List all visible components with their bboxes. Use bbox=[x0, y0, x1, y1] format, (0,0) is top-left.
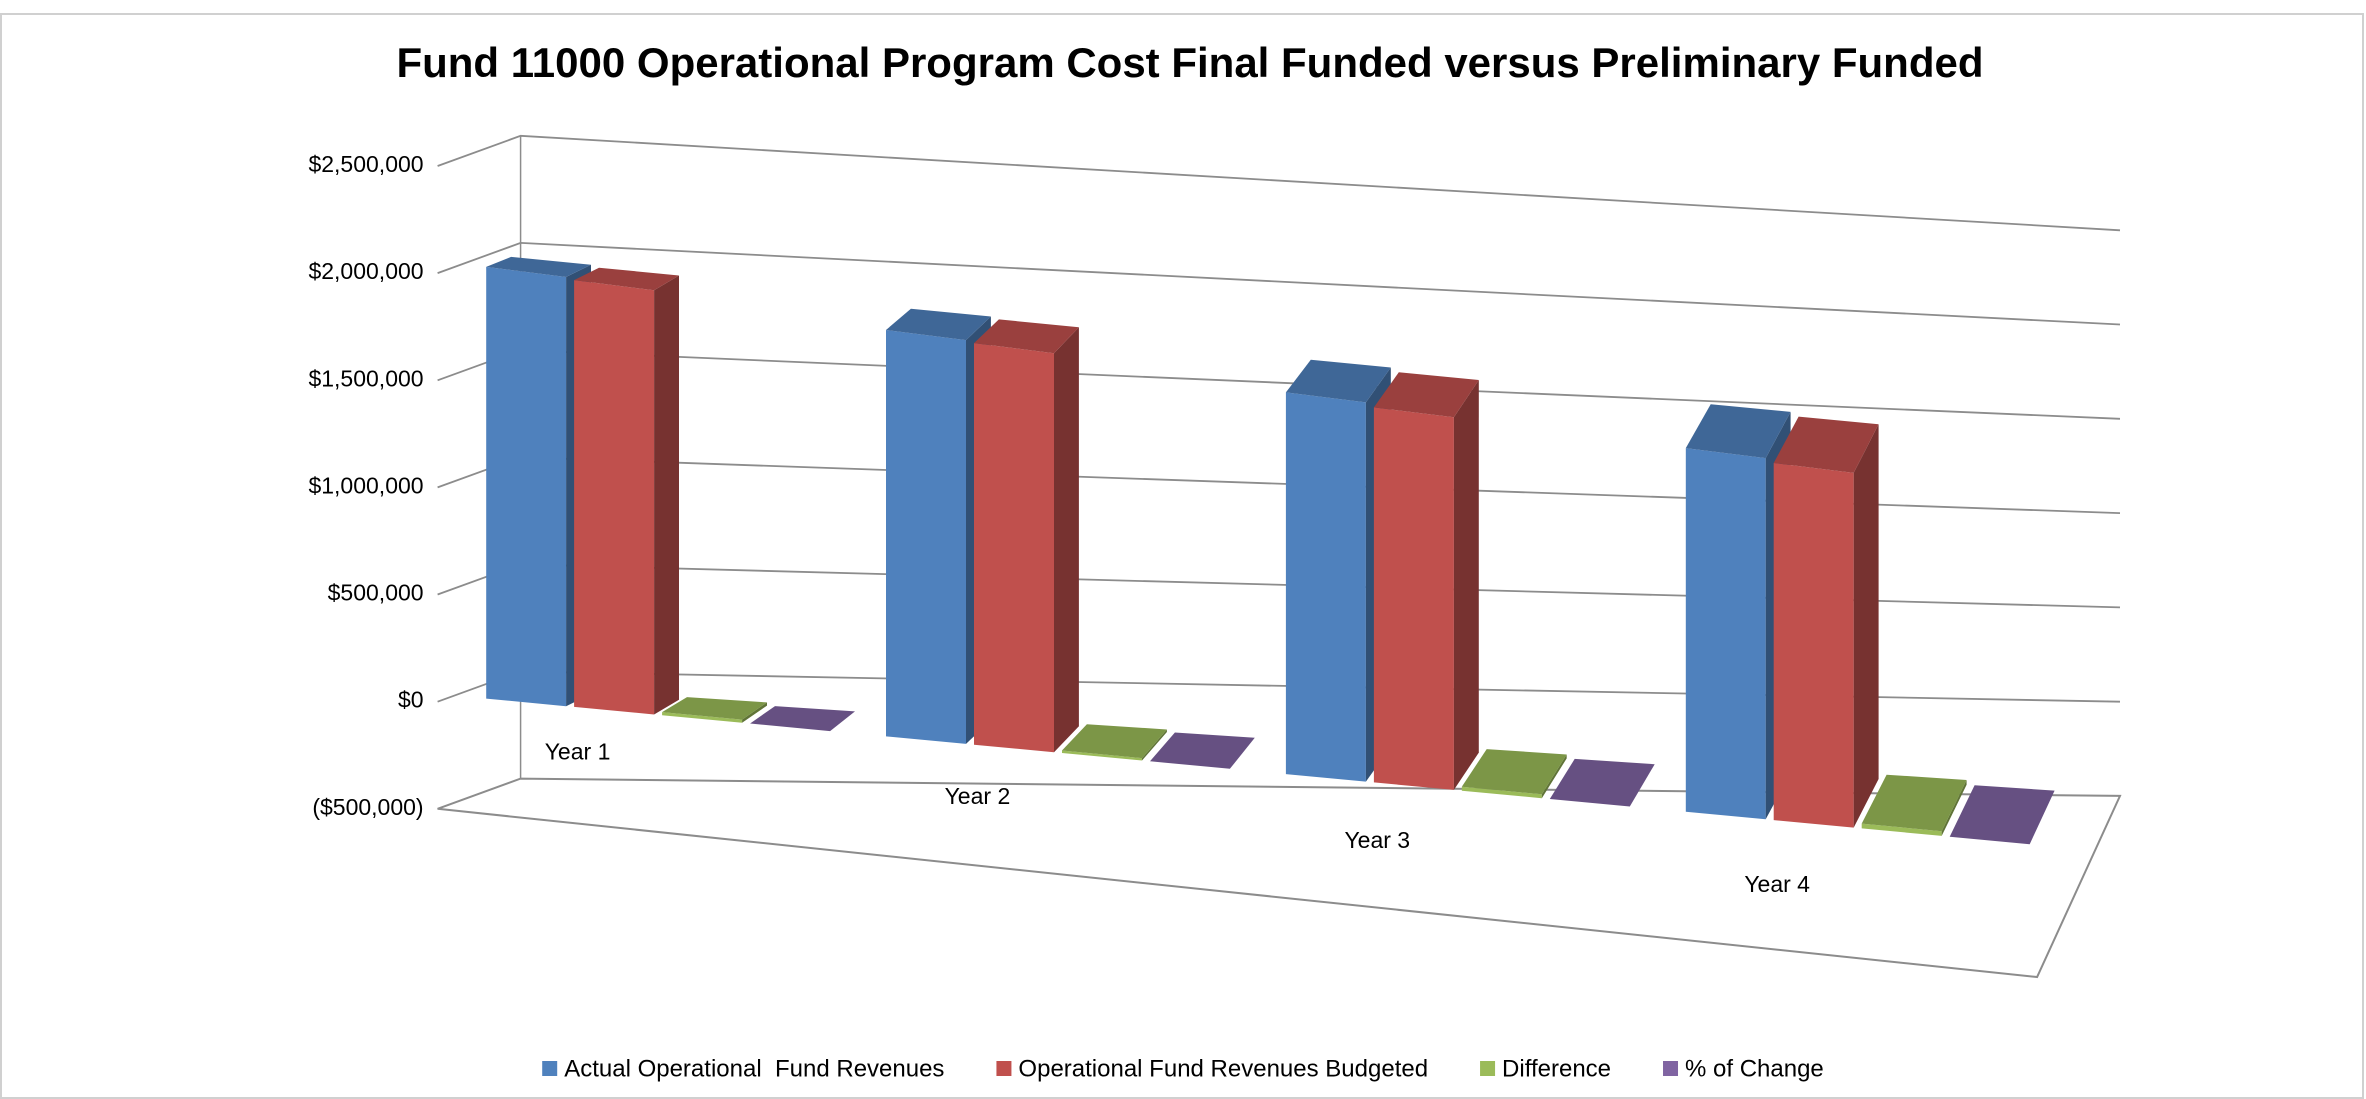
bar-front bbox=[1861, 823, 1942, 836]
y-tick-label: ($500,000) bbox=[312, 794, 423, 820]
bar-top bbox=[1773, 416, 1879, 473]
legend-label: Operational Fund Revenues Budgeted bbox=[1018, 1055, 1428, 1082]
chart-border bbox=[0, 13, 2364, 1099]
bar-top bbox=[662, 697, 767, 720]
bar-front bbox=[1062, 750, 1142, 761]
bar-front bbox=[974, 343, 1054, 753]
y-tick-label: $0 bbox=[398, 687, 424, 713]
legend-label: Difference bbox=[1502, 1055, 1611, 1082]
bar-front bbox=[1461, 786, 1542, 799]
bar bbox=[1949, 785, 2055, 845]
bar bbox=[1373, 372, 1479, 790]
x-tick-label: Year 4 bbox=[1744, 871, 1810, 897]
bar bbox=[750, 706, 855, 732]
bar-top bbox=[1549, 758, 1655, 807]
grid-line bbox=[437, 134, 2121, 232]
bar-top bbox=[1373, 372, 1479, 418]
bar bbox=[574, 267, 679, 715]
bar-front bbox=[1285, 392, 1366, 782]
y-tick-label: $1,500,000 bbox=[308, 365, 423, 391]
legend-swatch bbox=[996, 1061, 1012, 1076]
bar-side bbox=[742, 702, 767, 723]
bar-top bbox=[1150, 732, 1255, 769]
x-tick-label: Year 3 bbox=[1344, 827, 1410, 853]
bar bbox=[1861, 774, 1967, 836]
legend-label: % of Change bbox=[1685, 1055, 1824, 1082]
bar bbox=[1773, 416, 1879, 828]
legend-swatch bbox=[1663, 1061, 1679, 1076]
bar-side bbox=[1054, 327, 1079, 753]
bar-top bbox=[574, 267, 679, 291]
bar-top bbox=[974, 319, 1079, 354]
bar-front bbox=[1773, 463, 1854, 828]
bar-front bbox=[1685, 448, 1766, 820]
bar bbox=[1062, 724, 1167, 761]
bar-front bbox=[486, 266, 567, 707]
bar-front bbox=[574, 280, 655, 715]
bar-top bbox=[1949, 785, 2055, 845]
chart-title: Fund 11000 Operational Program Cost Fina… bbox=[396, 39, 1983, 86]
y-tick-label: $2,500,000 bbox=[308, 151, 423, 177]
legend-label: Actual Operational Fund Revenues bbox=[564, 1055, 944, 1082]
bar-side bbox=[1941, 780, 1967, 836]
bar-top bbox=[1461, 749, 1567, 795]
bar-side bbox=[1453, 380, 1479, 790]
bar bbox=[1549, 758, 1655, 807]
grid-line bbox=[437, 241, 2121, 326]
bar-side bbox=[1853, 424, 1879, 828]
x-tick-label: Year 1 bbox=[545, 739, 611, 765]
bar-top bbox=[486, 256, 591, 277]
bar-top bbox=[1685, 404, 1791, 459]
bar-top bbox=[750, 706, 855, 732]
bar-top bbox=[886, 308, 991, 341]
bar bbox=[974, 319, 1079, 753]
bar bbox=[1150, 732, 1255, 769]
legend-swatch bbox=[542, 1061, 558, 1076]
bar-side bbox=[1541, 754, 1567, 799]
bar-front bbox=[662, 712, 743, 723]
y-tick-label: $2,000,000 bbox=[308, 258, 423, 284]
bar-side bbox=[654, 275, 679, 715]
y-tick-label: $1,000,000 bbox=[308, 472, 423, 498]
legend: Actual Operational Fund Revenues Operatio… bbox=[542, 1055, 1824, 1082]
x-tick-label: Year 2 bbox=[945, 783, 1011, 809]
bar-side bbox=[1142, 729, 1167, 761]
bar-top bbox=[1062, 724, 1167, 759]
y-tick-label: $500,000 bbox=[328, 580, 424, 606]
bar bbox=[662, 697, 767, 723]
bar bbox=[1461, 749, 1567, 799]
bar-front bbox=[1373, 407, 1454, 790]
bar-top bbox=[1285, 359, 1391, 403]
bar-front bbox=[886, 330, 966, 744]
floor bbox=[437, 777, 2122, 979]
legend-swatch bbox=[1480, 1061, 1496, 1076]
bar-top bbox=[1861, 774, 1967, 832]
